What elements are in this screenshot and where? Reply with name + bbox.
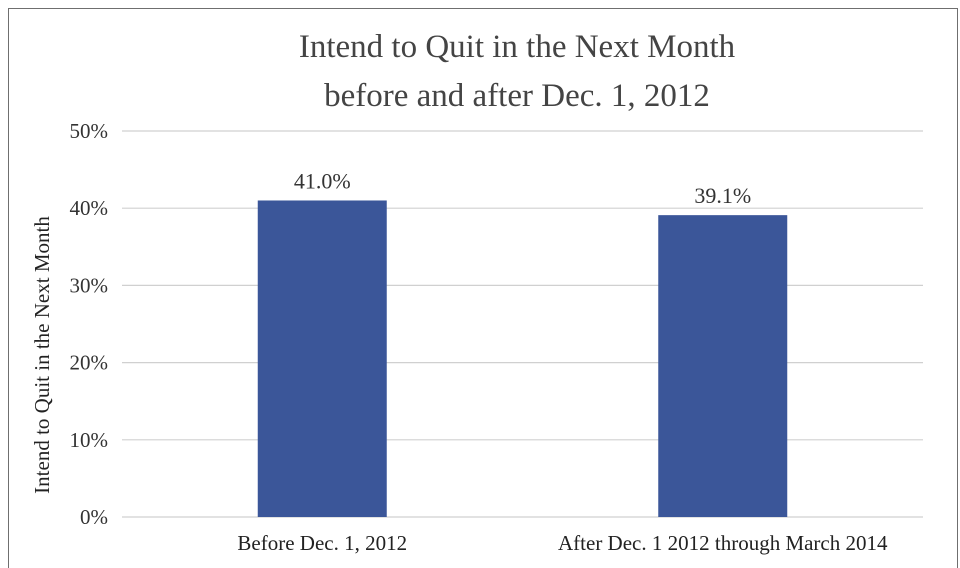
x-axis-categories: Before Dec. 1, 2012 After Dec. 1 2012 thr…: [237, 531, 888, 555]
y-tick-label-10: 10%: [70, 428, 109, 452]
data-labels: 41.0% 39.1%: [294, 168, 751, 208]
chart-frame: [8, 8, 958, 568]
y-axis-label: Intend to Quit in the Next Month: [30, 216, 54, 494]
gridlines: [122, 130, 923, 518]
x-category-label-1: Before Dec. 1, 2012: [237, 531, 407, 555]
x-category-label-2: After Dec. 1 2012 through March 2014: [558, 531, 888, 555]
data-label-2: 39.1%: [694, 183, 751, 208]
bar-2: [658, 215, 788, 517]
y-tick-label-20: 20%: [70, 351, 109, 375]
chart-title-line-1: Intend to Quit in the Next Month: [299, 29, 736, 65]
bar-1: [257, 200, 387, 518]
chart-title: Intend to Quit in the Next Month before …: [299, 29, 736, 114]
bars: [257, 200, 788, 518]
y-axis-ticks: 0% 10% 20% 30% 40% 50%: [70, 119, 109, 529]
y-tick-label-0: 0%: [80, 505, 108, 529]
y-tick-label-50: 50%: [70, 119, 109, 143]
chart-title-line-2: before and after Dec. 1, 2012: [324, 78, 710, 114]
y-tick-label-40: 40%: [70, 196, 109, 220]
y-tick-label-30: 30%: [70, 273, 109, 297]
data-label-1: 41.0%: [294, 168, 351, 193]
